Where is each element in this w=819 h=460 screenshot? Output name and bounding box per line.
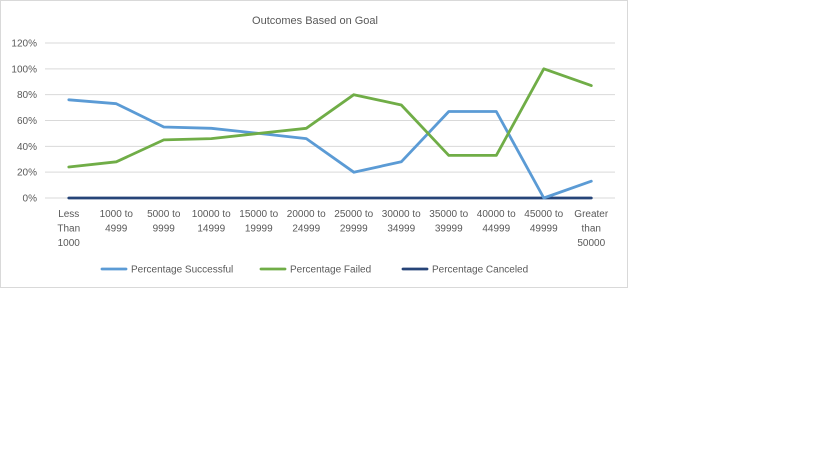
x-tick-label-line: than	[582, 224, 601, 235]
x-tick-label: 25000 to 29999	[334, 209, 373, 235]
gridlines	[45, 42, 615, 199]
chart-title: Outcomes Based on Goal	[252, 15, 378, 27]
x-tick-label-line: 19999	[245, 224, 273, 235]
y-axis-ticks: 0% 20% 40% 60% 80% 100% 120%	[11, 39, 37, 205]
x-tick-label-line: 45000 to	[524, 209, 563, 220]
x-tick-label-line: 50000	[577, 238, 605, 249]
chart-area: Outcomes Based on Goal 0% 20% 40% 60% 80% 100…	[0, 0, 628, 288]
x-tick-label-line: Greater	[574, 209, 609, 220]
y-tick-label: 80%	[17, 90, 37, 101]
series-line-failed	[67, 67, 593, 169]
x-tick-label: 1000 to 4999	[100, 209, 134, 235]
x-tick-label-line: 34999	[387, 224, 415, 235]
line-chart: Outcomes Based on Goal 0% 20% 40% 60% 80% 100…	[11, 15, 615, 276]
x-tick-label: Less Than 1000	[57, 209, 80, 249]
x-tick-label-line: 30000 to	[382, 209, 421, 220]
y-tick-label: 0%	[23, 194, 38, 205]
x-tick-label-line: 10000 to	[192, 209, 231, 220]
x-tick-label-line: 24999	[292, 224, 320, 235]
x-tick-label-line: 49999	[530, 224, 558, 235]
x-tick-label-line: 14999	[197, 224, 225, 235]
legend-label: Percentage Failed	[290, 265, 371, 276]
x-tick-label: 10000 to 14999	[192, 209, 231, 235]
x-tick-label-line: 39999	[435, 224, 463, 235]
legend-label: Percentage Canceled	[432, 265, 528, 276]
y-tick-label: 20%	[17, 168, 37, 179]
x-tick-label: 15000 to 19999	[239, 209, 278, 235]
x-tick-label-line: 9999	[153, 224, 176, 235]
x-tick-label-line: 29999	[340, 224, 368, 235]
x-tick-label-line: 40000 to	[477, 209, 516, 220]
x-axis-ticks: Less Than 1000 1000 to 4999 5000 to 9999 10000 …	[57, 209, 609, 249]
x-tick-label-line: 44999	[482, 224, 510, 235]
x-tick-label-line: 25000 to	[334, 209, 373, 220]
x-tick-label: 35000 to 39999	[429, 209, 468, 235]
x-tick-label: 20000 to 24999	[287, 209, 326, 235]
x-tick-label: Greater than 50000	[574, 209, 609, 249]
x-tick-label: 30000 to 34999	[382, 209, 421, 235]
x-tick-label-line: 20000 to	[287, 209, 326, 220]
x-tick-label: 45000 to 49999	[524, 209, 563, 235]
legend-label: Percentage Successful	[131, 265, 233, 276]
legend: Percentage Successful Percentage Failed Pe…	[100, 265, 528, 276]
x-tick-label-line: Less	[58, 209, 79, 220]
x-tick-label-line: 5000 to	[147, 209, 181, 220]
y-tick-label: 120%	[11, 39, 37, 50]
x-tick-label: 5000 to 9999	[147, 209, 181, 235]
x-tick-label-line: 15000 to	[239, 209, 278, 220]
y-tick-label: 100%	[11, 64, 37, 75]
x-tick-label-line: 1000 to	[100, 209, 134, 220]
y-tick-label: 60%	[17, 116, 37, 127]
x-tick-label-line: Than	[57, 224, 80, 235]
x-tick-label-line: 35000 to	[429, 209, 468, 220]
x-tick-label-line: 1000	[58, 238, 81, 249]
y-tick-label: 40%	[17, 142, 37, 153]
x-tick-label-line: 4999	[105, 224, 128, 235]
x-tick-label: 40000 to 44999	[477, 209, 516, 235]
series-line-successful	[67, 98, 593, 200]
series-lines	[67, 67, 593, 200]
